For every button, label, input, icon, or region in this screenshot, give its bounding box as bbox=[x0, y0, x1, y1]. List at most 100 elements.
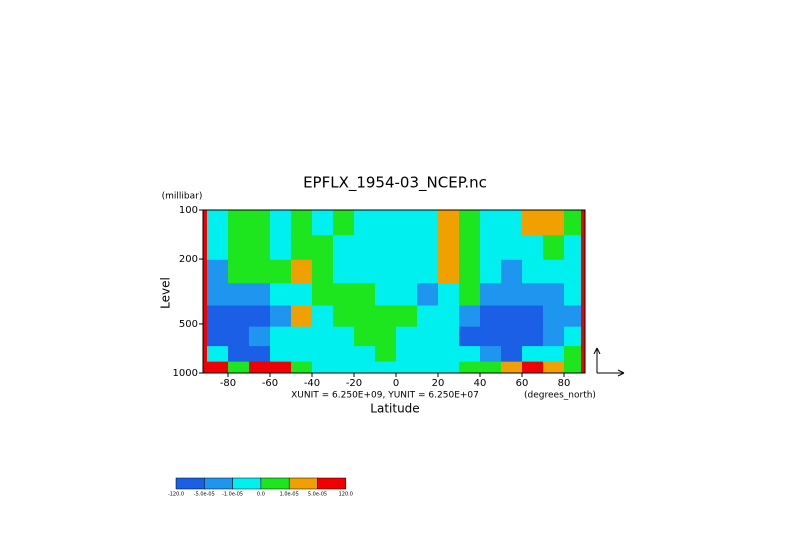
colorbar-box bbox=[175, 477, 205, 490]
contour-cell bbox=[375, 305, 397, 328]
colorbar-box bbox=[204, 477, 233, 490]
contour-cell bbox=[354, 326, 376, 347]
contour-cell bbox=[333, 259, 355, 284]
contour-cell bbox=[522, 326, 544, 347]
contour-cell bbox=[396, 259, 418, 284]
contour-cell bbox=[543, 210, 565, 236]
colorbar-label: -1.0e-05 bbox=[222, 492, 243, 498]
contour-cell bbox=[501, 210, 523, 236]
plot-frame bbox=[202, 209, 586, 374]
contour-cell bbox=[354, 361, 376, 374]
contour-cell bbox=[417, 210, 439, 236]
contour-cell bbox=[501, 361, 523, 374]
y-axis-label: Level bbox=[159, 277, 173, 309]
contour-cell bbox=[396, 283, 418, 306]
contour-cell bbox=[375, 210, 397, 236]
contour-cell bbox=[522, 210, 544, 236]
contour-cell bbox=[270, 283, 292, 306]
contour-cell bbox=[354, 283, 376, 306]
colorbar-box bbox=[232, 477, 262, 490]
contour-cell bbox=[543, 346, 565, 363]
x-tick-label: 0 bbox=[393, 378, 399, 389]
contour-cell bbox=[333, 305, 355, 328]
contour-cell bbox=[480, 235, 502, 261]
contour-cell bbox=[291, 235, 313, 261]
x-tick-label: -60 bbox=[262, 378, 278, 389]
contour-cell bbox=[564, 346, 586, 363]
contour-cell bbox=[354, 305, 376, 328]
edge-strip bbox=[203, 210, 207, 373]
y-tick-label: 1000 bbox=[173, 368, 198, 379]
contour-cell bbox=[270, 361, 292, 374]
y-tick-label: 500 bbox=[179, 319, 198, 330]
contour-cell bbox=[375, 361, 397, 374]
contour-field bbox=[207, 210, 586, 374]
contour-cell bbox=[354, 210, 376, 236]
contour-cell bbox=[396, 326, 418, 347]
contour-cell bbox=[396, 210, 418, 236]
ref-arrow-head bbox=[593, 347, 598, 355]
contour-cell bbox=[228, 326, 250, 347]
contour-cell bbox=[228, 283, 250, 306]
contour-cell bbox=[228, 361, 250, 374]
contour-cell bbox=[543, 361, 565, 374]
colorbar-label: 5.0e-05 bbox=[308, 492, 327, 498]
ref-arrow-head bbox=[617, 369, 625, 374]
contour-cell bbox=[207, 361, 229, 374]
x-unit: (degrees_north) bbox=[524, 391, 596, 401]
contour-cell bbox=[522, 305, 544, 328]
contour-cell bbox=[270, 210, 292, 236]
contour-cell bbox=[312, 326, 334, 347]
contour-cell bbox=[438, 259, 460, 284]
contour-cell bbox=[438, 235, 460, 261]
chart-title: EPFLX_1954-03_NCEP.nc bbox=[303, 174, 487, 193]
contour-cell bbox=[543, 326, 565, 347]
contour-cell bbox=[459, 283, 481, 306]
colorbar-label: 1.0e-05 bbox=[280, 492, 299, 498]
contour-cell bbox=[228, 305, 250, 328]
contour-cell bbox=[207, 283, 229, 306]
contour-cell bbox=[270, 346, 292, 363]
contour-cell bbox=[249, 346, 271, 363]
contour-cell bbox=[564, 326, 586, 347]
contour-cell bbox=[354, 235, 376, 261]
contour-cell bbox=[480, 259, 502, 284]
contour-cell bbox=[501, 326, 523, 347]
contour-cell bbox=[207, 235, 229, 261]
contour-cell bbox=[396, 346, 418, 363]
contour-cell bbox=[543, 259, 565, 284]
contour-cell bbox=[270, 259, 292, 284]
contour-cell bbox=[459, 326, 481, 347]
x-axis-label: Latitude bbox=[370, 402, 419, 416]
contour-cell bbox=[459, 235, 481, 261]
contour-cell bbox=[480, 283, 502, 306]
contour-cell bbox=[396, 361, 418, 374]
contour-cell bbox=[459, 346, 481, 363]
y-tick-label: 100 bbox=[179, 205, 198, 216]
contour-cell bbox=[291, 346, 313, 363]
contour-cell bbox=[228, 210, 250, 236]
contour-cell bbox=[333, 210, 355, 236]
unit-note: XUNIT = 6.250E+09, YUNIT = 6.250E+07 bbox=[291, 391, 479, 401]
contour-cell bbox=[333, 346, 355, 363]
contour-cell bbox=[249, 283, 271, 306]
contour-cell bbox=[564, 283, 586, 306]
contour-cell bbox=[375, 235, 397, 261]
contour-cell bbox=[480, 210, 502, 236]
contour-cell bbox=[354, 259, 376, 284]
contour-cell bbox=[417, 346, 439, 363]
contour-cell bbox=[438, 283, 460, 306]
contour-cell bbox=[333, 235, 355, 261]
contour-cell bbox=[207, 305, 229, 328]
contour-cell bbox=[291, 326, 313, 347]
contour-cell bbox=[417, 259, 439, 284]
contour-cell bbox=[291, 259, 313, 284]
colorbar-box bbox=[288, 477, 318, 490]
contour-cell bbox=[228, 235, 250, 261]
contour-cell bbox=[417, 326, 439, 347]
contour-cell bbox=[312, 235, 334, 261]
contour-cell bbox=[522, 259, 544, 284]
contour-cell bbox=[417, 283, 439, 306]
contour-cell bbox=[228, 259, 250, 284]
